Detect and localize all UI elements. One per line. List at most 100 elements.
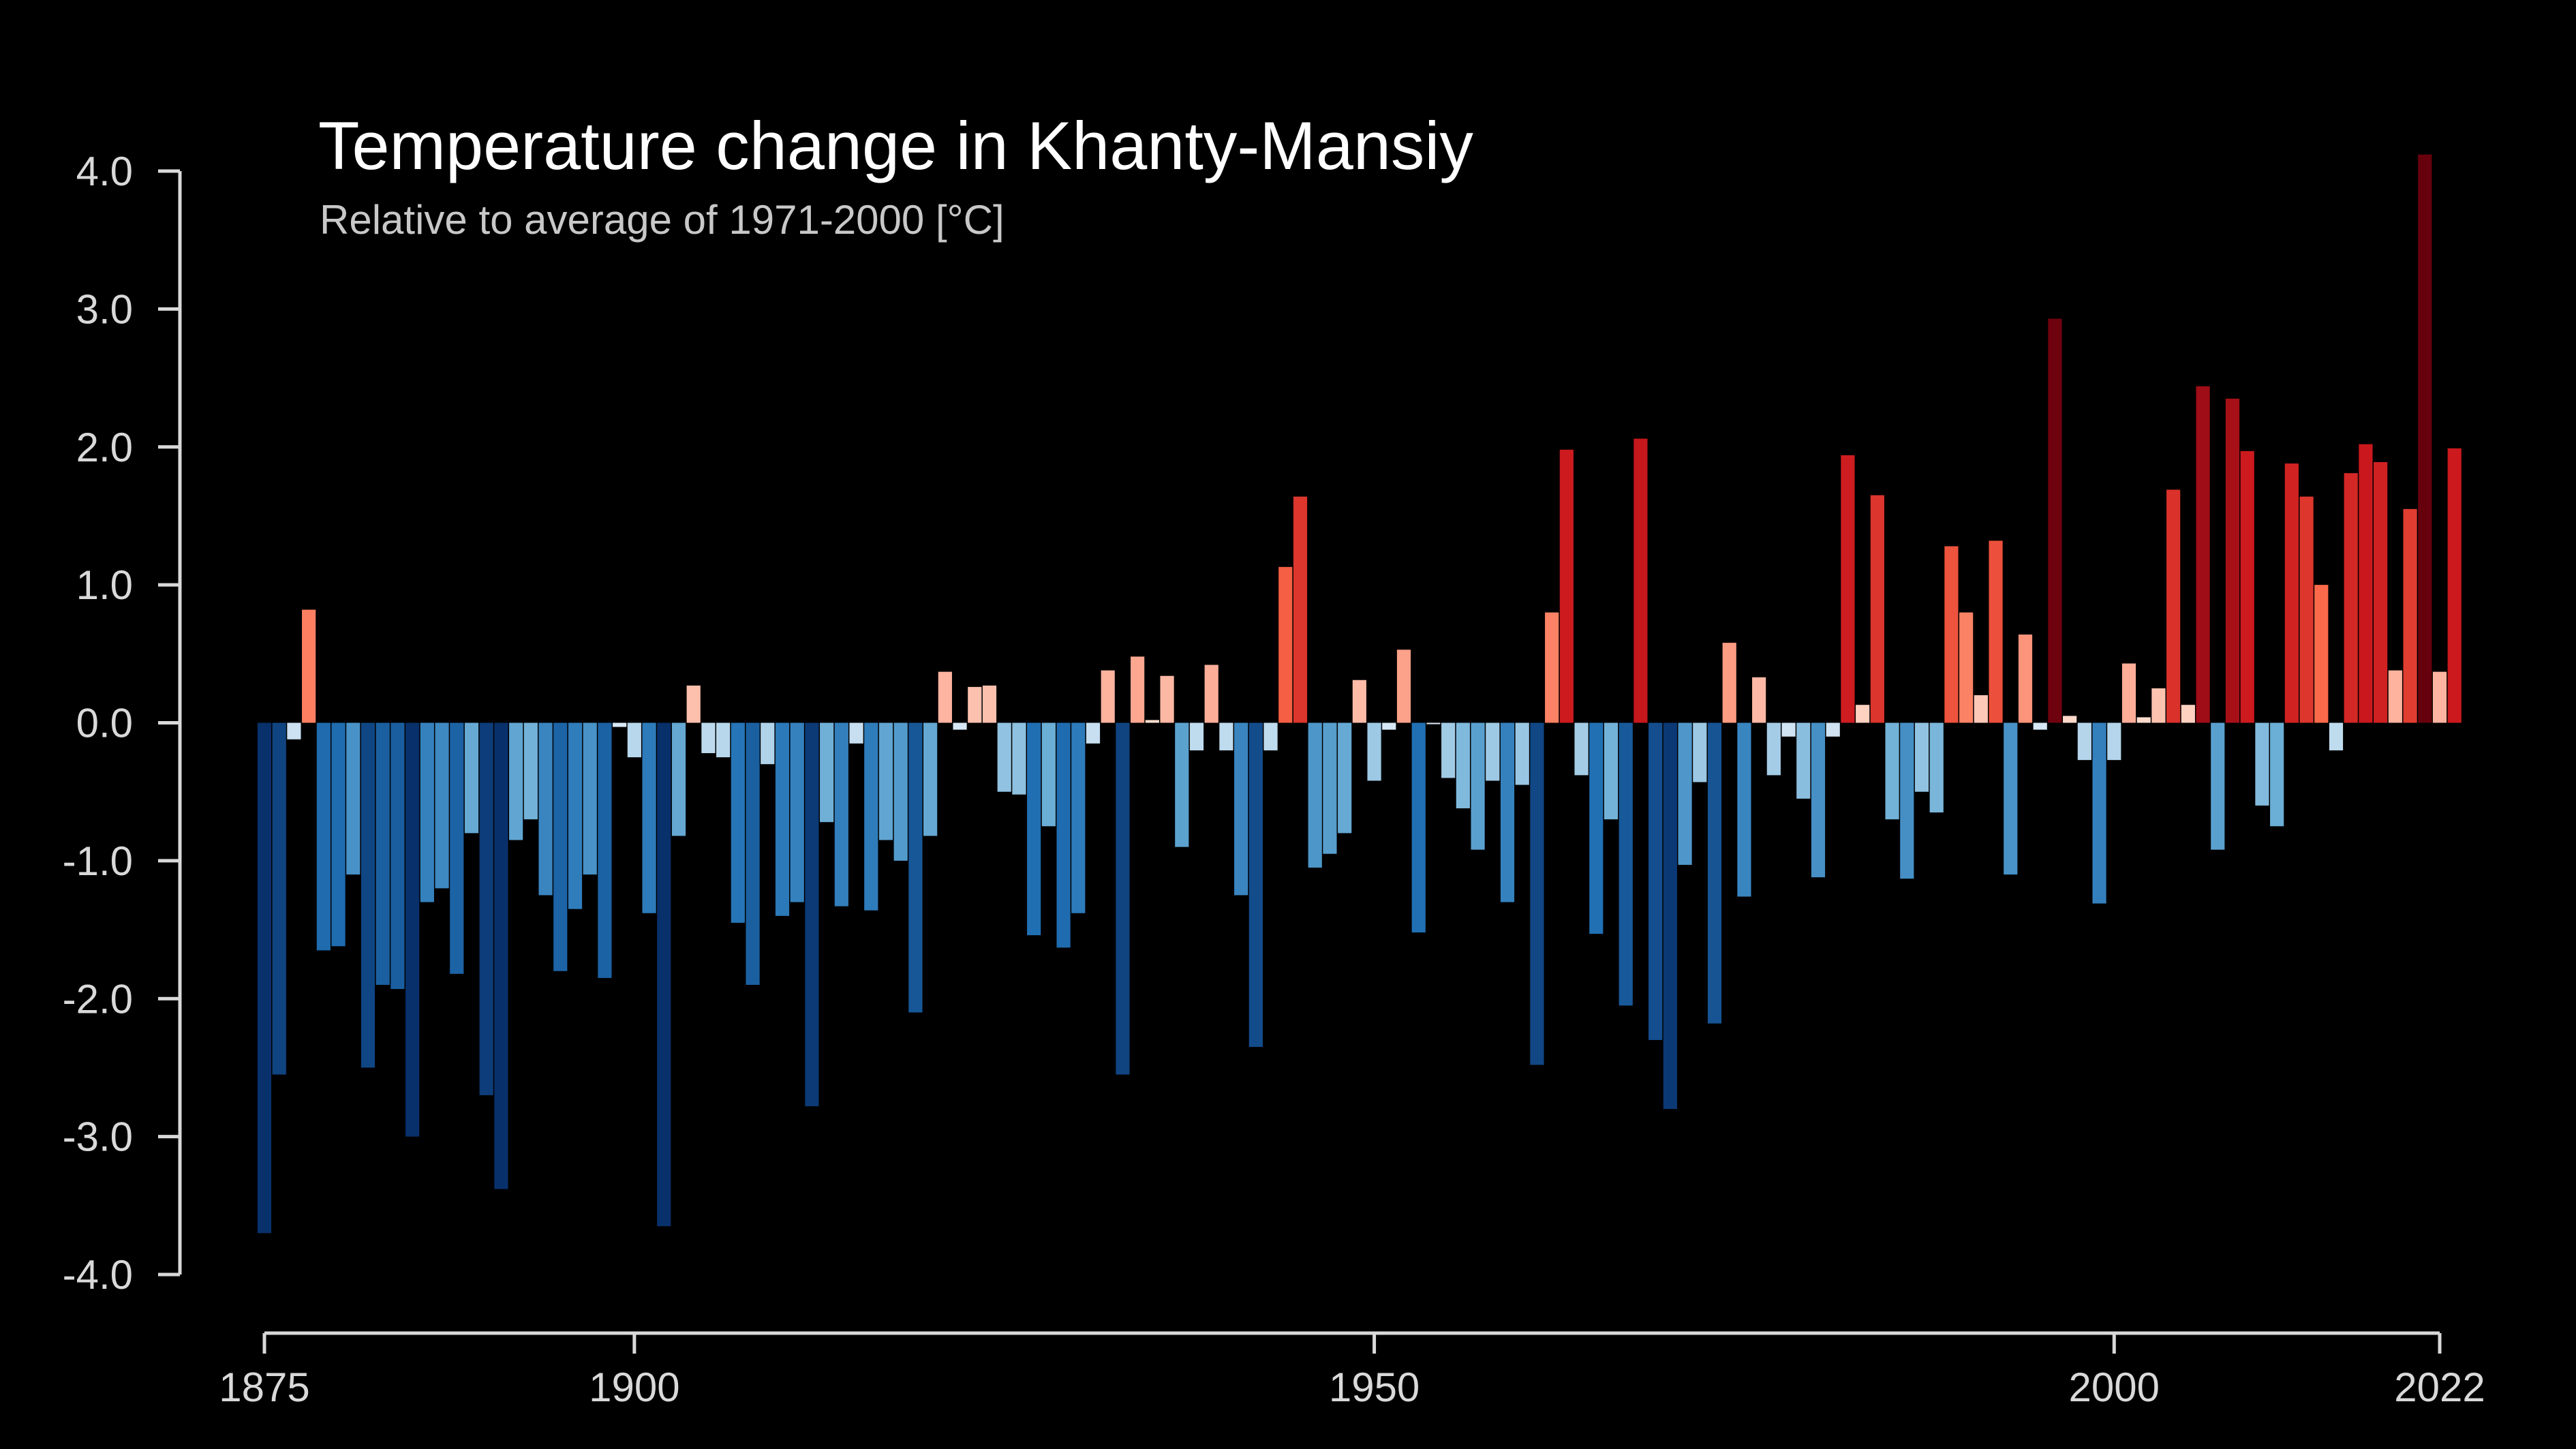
bar-2015 xyxy=(2329,722,2344,750)
bar-1916 xyxy=(864,722,878,911)
bar-1895 xyxy=(553,722,568,971)
bar-1954 xyxy=(1426,722,1441,724)
bar-1914 xyxy=(834,722,848,906)
bar-1948 xyxy=(1338,722,1352,834)
bar-1975 xyxy=(1737,722,1751,897)
bar-1953 xyxy=(1411,722,1426,933)
bar-2011 xyxy=(2270,722,2284,827)
bar-1910 xyxy=(775,722,790,916)
bar-2013 xyxy=(2299,496,2314,723)
bar-1971 xyxy=(1678,722,1692,865)
bar-1960 xyxy=(1515,722,1529,785)
bar-2003 xyxy=(2151,688,2166,723)
bar-2012 xyxy=(2284,463,2299,723)
bar-1900 xyxy=(627,722,641,758)
bar-1915 xyxy=(849,722,863,744)
x-axis: 1875 1900 1950 2000 2022 xyxy=(219,1331,2485,1410)
bar-1921 xyxy=(938,671,952,723)
bar-1876 xyxy=(272,722,286,1075)
bar-1905 xyxy=(701,722,716,754)
bar-2009 xyxy=(2240,451,2254,723)
bar-1946 xyxy=(1308,722,1322,868)
bar-1979 xyxy=(1796,722,1811,799)
bar-1884 xyxy=(390,722,405,990)
bar-1886 xyxy=(420,722,434,902)
bar-1982 xyxy=(1841,455,1855,723)
bar-1902 xyxy=(657,722,671,1227)
bar-1936 xyxy=(1160,675,1174,723)
bar-1897 xyxy=(583,722,597,875)
bar-1890 xyxy=(479,722,493,1095)
bar-1917 xyxy=(878,722,893,840)
bar-1930 xyxy=(1071,722,1086,913)
x-tick-label: 1900 xyxy=(589,1364,679,1410)
bar-1978 xyxy=(1781,722,1796,737)
bar-1996 xyxy=(2048,318,2062,723)
bar-1955 xyxy=(1441,722,1456,778)
bar-1882 xyxy=(361,722,375,1068)
bar-2022 xyxy=(2432,671,2447,723)
bar-1987 xyxy=(1914,722,1929,792)
y-tick-label: 0.0 xyxy=(76,701,133,746)
bar-1957 xyxy=(1471,722,1485,850)
bar-1877 xyxy=(287,722,301,739)
bar-1998 xyxy=(2077,722,2091,761)
bar-1888 xyxy=(450,722,464,974)
bar-1990 xyxy=(1959,612,1974,723)
bar-1993 xyxy=(2004,722,2018,875)
bar-1974 xyxy=(1722,643,1736,723)
bar-1885 xyxy=(405,722,420,1137)
x-tick-label: 1875 xyxy=(219,1364,309,1410)
bar-1991 xyxy=(1974,695,1988,723)
bar-1904 xyxy=(686,685,701,723)
bar-1920 xyxy=(923,722,938,836)
bar-1924 xyxy=(982,685,997,723)
bar-1963 xyxy=(1559,449,1574,723)
bar-2023 xyxy=(2447,448,2462,723)
bar-1999 xyxy=(2092,722,2106,904)
bar-1962 xyxy=(1545,612,1559,723)
bar-1938 xyxy=(1189,722,1204,750)
bar-1928 xyxy=(1041,722,1056,827)
y-tick-label: 2.0 xyxy=(76,425,133,470)
bar-1939 xyxy=(1204,665,1218,723)
bar-2006 xyxy=(2196,386,2210,723)
bar-1951 xyxy=(1382,722,1396,730)
bar-1961 xyxy=(1530,722,1544,1065)
bar-1956 xyxy=(1456,722,1470,808)
bar-1899 xyxy=(613,722,627,727)
bar-1881 xyxy=(346,722,361,875)
bar-1907 xyxy=(731,722,745,923)
bar-1887 xyxy=(435,722,449,889)
bar-1945 xyxy=(1293,496,1308,723)
y-tick-label: -2.0 xyxy=(63,976,133,1022)
bar-1932 xyxy=(1101,670,1115,723)
bar-1985 xyxy=(1885,722,1899,820)
bar-2019 xyxy=(2388,670,2402,723)
bar-1937 xyxy=(1175,722,1189,847)
bar-1918 xyxy=(893,722,908,861)
y-axis: 4.0 3.0 2.0 1.0 0.0 -1.0 -2.0 -3.0 -4.0 xyxy=(63,149,182,1298)
y-tick-label: -1.0 xyxy=(63,838,133,884)
bar-1966 xyxy=(1604,722,1619,820)
bar-1980 xyxy=(1811,722,1826,878)
bar-1927 xyxy=(1027,722,1041,936)
bar-1926 xyxy=(1012,722,1026,795)
bar-1964 xyxy=(1574,722,1589,776)
bar-1922 xyxy=(953,722,967,730)
bar-1992 xyxy=(1989,540,2003,723)
bar-1950 xyxy=(1367,722,1381,781)
bar-1892 xyxy=(509,722,523,840)
bar-2000 xyxy=(2107,722,2121,761)
bar-1894 xyxy=(538,722,553,896)
bar-1988 xyxy=(1929,722,1944,813)
y-tick-label: 4.0 xyxy=(76,149,133,194)
bar-1981 xyxy=(1826,722,1840,737)
bar-2016 xyxy=(2344,473,2358,723)
bar-1947 xyxy=(1323,722,1337,854)
bar-1984 xyxy=(1870,495,1884,723)
bar-1973 xyxy=(1707,722,1722,1024)
bar-2014 xyxy=(2314,585,2329,723)
bar-1943 xyxy=(1263,722,1278,750)
